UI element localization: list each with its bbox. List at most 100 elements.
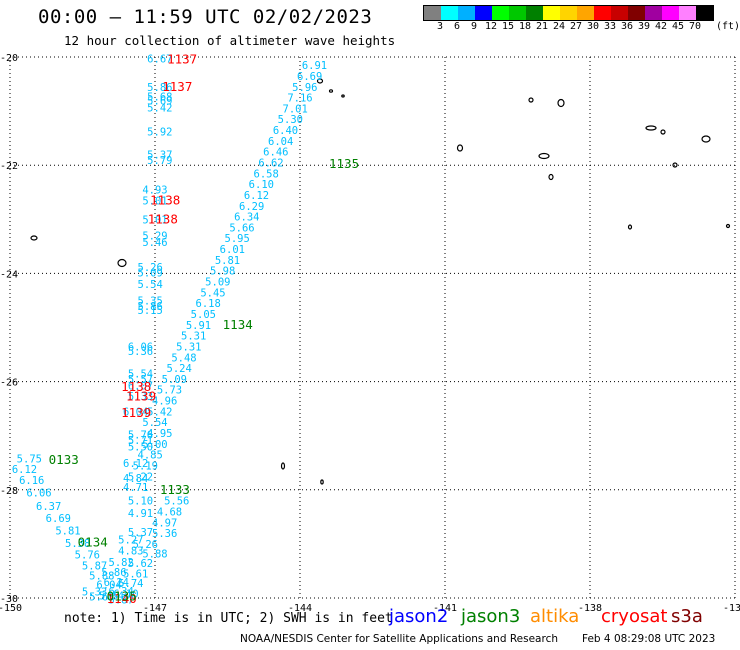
swh-value-label: 4.68 — [157, 506, 182, 518]
lon-tick-label: -135 — [723, 603, 740, 614]
swh-value-label: 5.26 — [138, 262, 163, 274]
colorbar-swatch — [611, 6, 628, 20]
lon-tick-label: -144 — [288, 603, 312, 614]
swh-value-label: 5.33 — [128, 391, 153, 403]
swh-value-label: 6.58 — [254, 168, 279, 180]
pass-time-label: 0135 — [107, 588, 137, 603]
island-outline — [528, 97, 534, 103]
swh-value-label: 5.27 — [118, 535, 143, 547]
swh-value-label: 5.36 — [152, 528, 177, 540]
swh-value-label: 5.71 — [128, 435, 153, 447]
island-outline — [645, 125, 657, 131]
legend-jason2: jason2 — [389, 606, 449, 627]
pass-time-label: 1134 — [223, 317, 253, 332]
pass-time-label: 1138 — [148, 211, 178, 226]
island-outline — [548, 173, 554, 181]
colorbar-unit: (ft) — [716, 21, 740, 32]
swh-value-label: 5.42 — [147, 406, 172, 418]
colorbar-swatch — [577, 6, 594, 20]
swh-value-label: 5.56 — [164, 496, 189, 508]
swh-value-label: 6.04 — [123, 406, 148, 418]
swh-value-label: 5.98 — [210, 266, 235, 278]
swh-value-label: 5.01 — [142, 195, 167, 207]
swh-value-label: 5.31 — [176, 341, 201, 353]
swh-value-label: 7.01 — [283, 103, 308, 115]
swh-value-label: 5.66 — [229, 222, 254, 234]
swh-value-label: 4.91 — [128, 508, 153, 520]
island-outline — [320, 479, 324, 485]
island-outline — [316, 78, 324, 84]
colorbar-label: 33 — [603, 21, 617, 32]
lon-tick-label: -150 — [0, 603, 22, 614]
swh-value-label: 5.54 — [128, 368, 153, 380]
swh-value-label: 5.19 — [133, 460, 158, 472]
swh-value-label: 5.65 — [89, 591, 114, 603]
swh-value-label: 6.34 — [109, 586, 134, 598]
map-subtitle: 12 hour collection of altimeter wave hei… — [64, 33, 396, 48]
swh-value-label: 5.82 — [109, 557, 134, 569]
swh-value-label: 5.88 — [142, 549, 167, 561]
colorbar-swatch — [543, 6, 560, 20]
swh-value-label: 6.34 — [234, 212, 259, 224]
pass-time-label: 1139 — [126, 389, 156, 404]
swh-value-label: 5.81 — [215, 255, 240, 267]
pass-time-label: 1135 — [329, 156, 359, 171]
swh-value-label: 5.81 — [55, 525, 80, 537]
swh-value-label: 5.38 — [65, 538, 90, 550]
swh-value-label: 7.16 — [287, 93, 312, 105]
lon-tick-label: -141 — [433, 603, 457, 614]
swh-value-label: 5.09 — [138, 267, 163, 279]
island-outline — [660, 129, 666, 135]
pass-time-label: 1139 — [121, 405, 151, 420]
island-outline — [701, 135, 711, 143]
swh-value-label: 4.85 — [138, 450, 163, 462]
swh-value-label: 5.76 — [128, 430, 153, 442]
swh-value-label: 5.61 — [123, 569, 148, 581]
swh-value-label: 4.93 — [142, 185, 167, 197]
swh-value-label: 4.83 — [118, 545, 143, 557]
swh-value-label: 6.46 — [263, 147, 288, 159]
colorbar-swatch — [509, 6, 526, 20]
colorbar-swatch — [679, 6, 696, 20]
colorbar-swatch — [560, 6, 577, 20]
island-outline — [456, 144, 464, 152]
swh-value-label: 5.91 — [186, 320, 211, 332]
colorbar-label: 24 — [552, 21, 566, 32]
swh-value-label: 6.40 — [273, 125, 298, 137]
swh-value-label: 4.84 — [123, 473, 148, 485]
swh-value-label: 5.36 — [128, 346, 153, 358]
island-outline — [672, 162, 678, 168]
colorbar-label: 6 — [453, 21, 461, 32]
pass-time-label: 1138 — [150, 192, 180, 207]
map-title: 00:00 – 11:59 UTC 02/02/2023 — [38, 6, 373, 28]
colorbar-swatch — [594, 6, 611, 20]
swh-value-label: 5.35 — [138, 295, 163, 307]
lon-tick-label: -138 — [578, 603, 602, 614]
swh-value-label: 5.09 — [162, 374, 187, 386]
colorbar-label: 39 — [637, 21, 651, 32]
colorbar-label: 27 — [569, 21, 583, 32]
swh-value-label: 5.87 — [109, 595, 134, 607]
island-outline — [117, 258, 127, 268]
swh-value-label: 5.74 — [118, 578, 143, 590]
swh-value-label: 5.26 — [133, 539, 158, 551]
swh-value-label: 5.01 — [142, 214, 167, 226]
swh-value-label: 5.37 — [147, 149, 172, 161]
swh-value-label: 5.68 — [147, 91, 172, 103]
swh-value-label: 5.64 — [99, 590, 124, 602]
colorbar-label: 15 — [501, 21, 515, 32]
colorbar-label: 70 — [688, 21, 702, 32]
colorbar-swatch — [475, 6, 492, 20]
pass-time-label: 1133 — [160, 482, 190, 497]
swh-value-label: 5.96 — [292, 82, 317, 94]
footer-credit: NOAA/NESDIS Center for Satellite Applica… — [240, 633, 558, 645]
swh-value-label: 6.37 — [36, 501, 61, 513]
colorbar-label: 9 — [470, 21, 478, 32]
swh-value-label: 6.69 — [297, 71, 322, 83]
swh-value-label: 6.24 — [104, 577, 129, 589]
swh-value-label: 5.86 — [138, 301, 163, 313]
swh-value-label: 5.69 — [147, 95, 172, 107]
island-outline — [328, 89, 334, 93]
